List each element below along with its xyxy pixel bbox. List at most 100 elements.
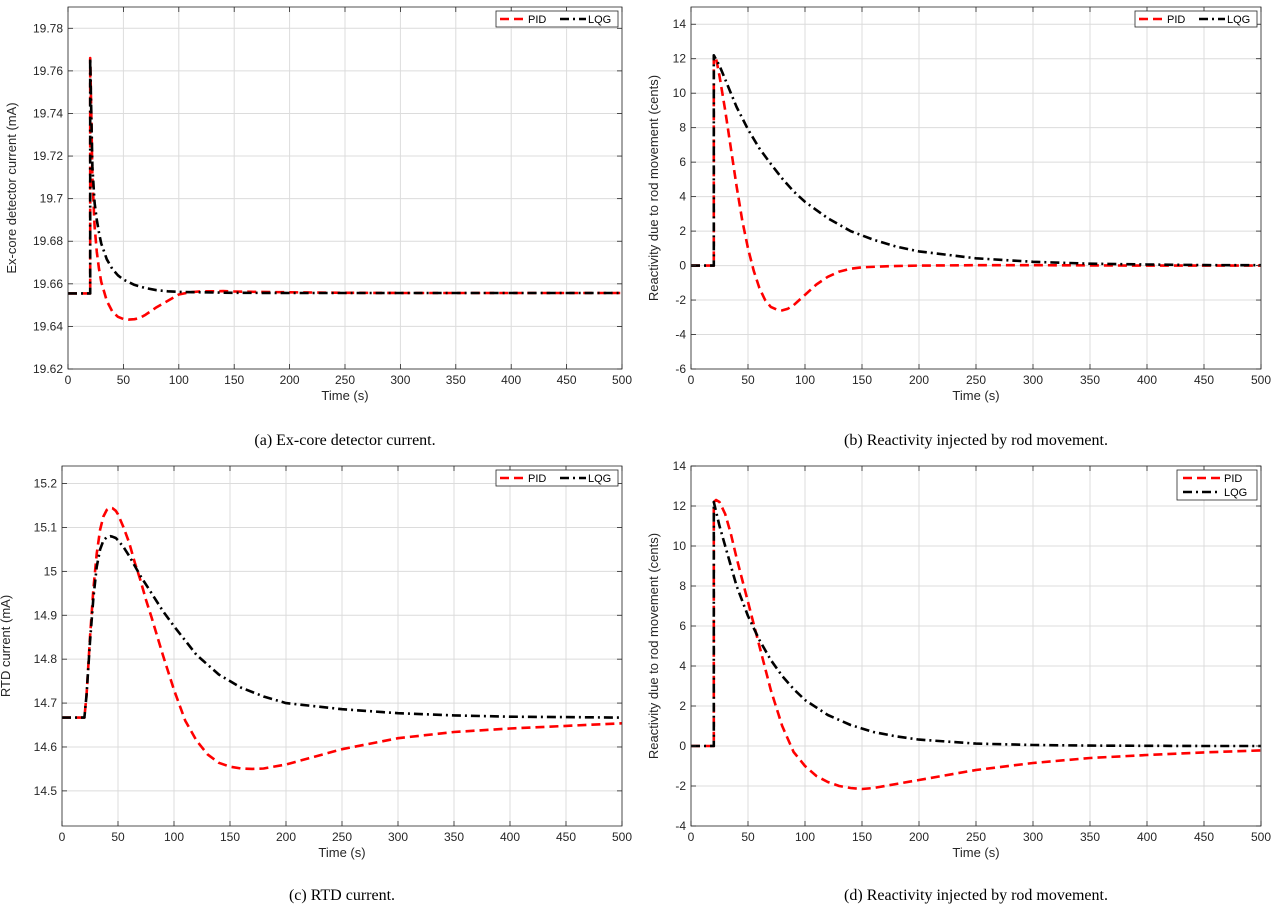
y-tick-label: 19.72 <box>33 149 63 163</box>
y-axis-label: Reactivity due to rod movement (cents) <box>646 533 661 759</box>
x-tick-label: 300 <box>1023 830 1043 844</box>
panel-b: 0 50 100 150 200 250 300 350 400 450 500 -6 -4 -2 0 2 4 6… <box>646 6 1271 449</box>
y-tick-label: 4 <box>679 659 686 673</box>
y-tick-label: 15.1 <box>34 520 58 534</box>
x-tick-label: 400 <box>1137 830 1157 844</box>
y-axis-label: Ex-core detector current (mA) <box>4 102 19 273</box>
x-tick-label: 350 <box>444 830 464 844</box>
x-tick-label: 500 <box>612 830 632 844</box>
legend-box <box>495 10 619 28</box>
y-tick-label: 19.74 <box>33 106 63 120</box>
x-tick-label: 0 <box>688 373 695 387</box>
series-line-pid <box>68 56 622 321</box>
y-tick-label: 19.7 <box>40 192 64 206</box>
y-tick-label: 14 <box>673 17 687 31</box>
y-tick-label: 8 <box>679 579 686 593</box>
x-tick-label: 100 <box>795 373 815 387</box>
y-tick-label: 14.5 <box>34 784 58 798</box>
series-line-lqg <box>68 56 622 295</box>
legend-label-lqg: LQG <box>1227 14 1250 26</box>
series-line-pid <box>62 506 623 771</box>
y-tick-label: 4 <box>679 190 686 204</box>
x-tick-label: 350 <box>446 373 466 387</box>
x-tick-label: 500 <box>1251 830 1271 844</box>
legend-label-pid: PID <box>528 14 546 26</box>
x-tick-label: 200 <box>280 373 300 387</box>
x-tick-label: 300 <box>1023 373 1043 387</box>
x-tick-label: 250 <box>332 830 352 844</box>
series-line-pid <box>691 498 1262 791</box>
x-axis-label: Time (s) <box>321 388 368 403</box>
y-tick-label: -6 <box>675 362 686 376</box>
x-tick-label: 300 <box>388 830 408 844</box>
x-tick-label: 400 <box>501 373 521 387</box>
x-tick-label: 200 <box>276 830 296 844</box>
series-line-lqg <box>691 500 1261 748</box>
y-tick-label: 14.6 <box>34 740 58 754</box>
legend-label-lqg: LQG <box>1224 487 1247 499</box>
legend-label-pid: PID <box>1167 14 1185 26</box>
y-tick-label: 2 <box>679 224 686 238</box>
y-tick-label: 15.2 <box>34 477 58 491</box>
x-tick-label: 100 <box>795 830 815 844</box>
y-tick-label: -2 <box>675 293 686 307</box>
x-tick-label: 300 <box>390 373 410 387</box>
x-axis-label: Time (s) <box>952 845 999 860</box>
y-axis-label: RTD current (mA) <box>0 595 13 697</box>
y-tick-label: 19.68 <box>33 234 63 248</box>
x-axis-label: Time (s) <box>318 845 365 860</box>
series-line-pid <box>691 53 1261 312</box>
y-axis-label: Reactivity due to rod movement (cents) <box>646 75 661 301</box>
y-tick-label: 14.8 <box>34 652 58 666</box>
panel-c: 0 50 100 150 200 250 300 350 400 450 500 14.5 14.6 14… <box>0 465 632 904</box>
y-tick-label: 0 <box>679 259 686 273</box>
x-tick-label: 250 <box>966 373 986 387</box>
panel-d: 0 50 100 150 200 250 300 350 400 450 500 -4 -2 0 2 4 6 8 1… <box>646 459 1271 904</box>
x-tick-label: 100 <box>164 830 184 844</box>
x-tick-label: 50 <box>741 830 755 844</box>
series-line-lqg <box>62 534 623 719</box>
y-tick-label: 14.7 <box>34 696 58 710</box>
x-tick-label: 350 <box>1080 830 1100 844</box>
x-tick-label: 100 <box>169 373 189 387</box>
y-tick-label: 10 <box>673 539 687 553</box>
legend-label-lqg: LQG <box>588 473 611 485</box>
y-tick-label: 6 <box>679 155 686 169</box>
y-tick-label: 19.78 <box>33 21 63 35</box>
x-tick-label: 150 <box>220 830 240 844</box>
y-tick-label: 8 <box>679 121 686 135</box>
y-tick-label: 2 <box>679 699 686 713</box>
panel-caption: (a) Ex-core detector current. <box>254 432 435 449</box>
y-tick-label: -2 <box>675 779 686 793</box>
x-tick-label: 500 <box>612 373 632 387</box>
y-tick-label: 15 <box>44 564 58 578</box>
x-tick-label: 350 <box>1080 373 1100 387</box>
x-tick-label: 400 <box>500 830 520 844</box>
y-tick-label: 6 <box>679 619 686 633</box>
x-tick-label: 0 <box>688 830 695 844</box>
x-tick-label: 150 <box>852 830 872 844</box>
x-tick-label: 200 <box>909 373 929 387</box>
y-tick-label: 14 <box>673 459 687 473</box>
y-tick-label: 19.64 <box>33 319 63 333</box>
x-tick-label: 0 <box>59 830 66 844</box>
x-tick-label: 450 <box>1194 373 1214 387</box>
legend: PID LQG <box>495 10 619 28</box>
legend: PID LQG <box>1134 10 1258 28</box>
x-tick-label: 250 <box>335 373 355 387</box>
x-axis-label: Time (s) <box>952 388 999 403</box>
x-tick-label: 150 <box>852 373 872 387</box>
y-tick-label: 12 <box>673 499 687 513</box>
y-tick-label: 19.76 <box>33 64 63 78</box>
x-tick-label: 50 <box>117 373 131 387</box>
y-tick-label: 10 <box>673 86 687 100</box>
x-tick-label: 200 <box>909 830 929 844</box>
y-tick-label: -4 <box>675 328 686 342</box>
y-tick-label: 19.66 <box>33 277 63 291</box>
legend: PID LQG <box>1176 469 1258 501</box>
x-tick-label: 0 <box>65 373 72 387</box>
y-tick-label: 19.62 <box>33 362 63 376</box>
legend-label-pid: PID <box>1224 473 1242 485</box>
panel-a: 0 50 100 150 200 250 300 350 400 450 500 19.62 19.64… <box>4 6 632 449</box>
